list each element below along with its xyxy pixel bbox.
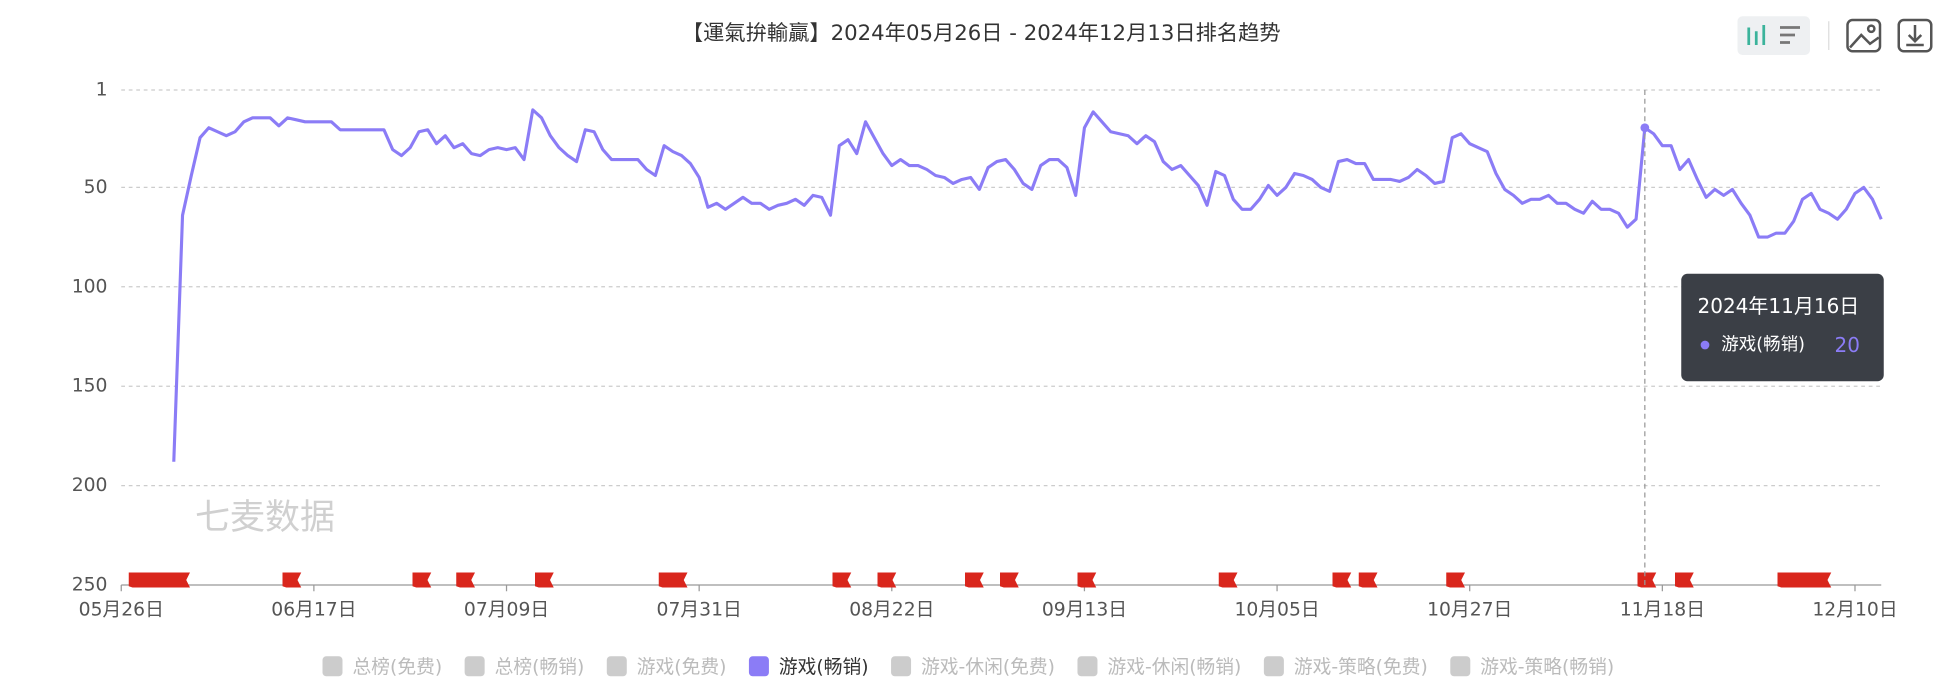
tooltip-value: 20 <box>1835 333 1860 357</box>
event-flag <box>171 572 190 588</box>
hover-point <box>1640 123 1650 133</box>
image-button[interactable] <box>1846 18 1882 53</box>
x-tick-label: 06月17日 <box>271 600 356 621</box>
legend-label: 总榜(免费) <box>353 656 443 678</box>
event-flag <box>1077 572 1097 588</box>
legend-item[interactable]: 游戏(畅销) <box>748 656 869 678</box>
x-tick-label: 09月13日 <box>1042 600 1127 621</box>
legend-item[interactable]: 总榜(免费) <box>322 656 443 678</box>
event-flag <box>1000 572 1019 588</box>
legend-item[interactable]: 游戏(免费) <box>606 656 727 678</box>
chart-title: 【運氣拚輸贏】2024年05月26日 - 2024年12月13日排名趋势 <box>682 21 1281 46</box>
event-flag <box>1637 572 1657 588</box>
legend-label: 游戏-休闲(畅销) <box>1107 656 1241 678</box>
event-flag <box>832 572 852 588</box>
y-tick-label: 1 <box>96 80 108 101</box>
event-flag <box>1332 572 1352 588</box>
list-button[interactable] <box>1780 26 1800 44</box>
y-tick-label: 100 <box>72 276 108 297</box>
legend-label: 游戏-休闲(免费) <box>921 656 1055 678</box>
event-flag <box>965 572 984 588</box>
tooltip-dot <box>1700 340 1710 350</box>
tooltip-series: 游戏(畅销) <box>1721 335 1805 355</box>
event-flag <box>1812 572 1832 588</box>
x-tick-label: 10月05日 <box>1234 600 1319 621</box>
legend-label: 游戏-策略(免费) <box>1294 656 1428 678</box>
event-flag <box>1675 572 1694 588</box>
x-tick-label: 08月22日 <box>849 600 934 621</box>
download-button[interactable] <box>1897 18 1933 53</box>
event-flag <box>282 572 302 588</box>
event-flag <box>1218 572 1238 588</box>
legend-item[interactable]: 游戏-休闲(畅销) <box>1077 656 1241 678</box>
y-tick-label: 200 <box>72 475 108 496</box>
legend-swatch <box>891 656 912 677</box>
legend-swatch <box>606 656 627 677</box>
x-tick-label: 05月26日 <box>79 600 164 621</box>
watermark: 七麦数据 <box>195 498 335 538</box>
legend-label: 游戏(畅销) <box>779 656 869 678</box>
toolbar <box>1737 16 1933 55</box>
x-tick-label: 10月27日 <box>1427 600 1512 621</box>
legend-item[interactable]: 游戏-休闲(免费) <box>891 656 1055 678</box>
y-tick-label: 150 <box>72 376 108 397</box>
event-flag <box>456 572 475 588</box>
event-flag <box>412 572 432 588</box>
legend-swatch <box>748 656 769 677</box>
event-flag <box>1358 572 1378 588</box>
legend-swatch <box>1450 656 1471 677</box>
legend-label: 总榜(畅销) <box>495 656 585 678</box>
legend-swatch <box>464 656 485 677</box>
y-tick-label: 50 <box>84 177 108 198</box>
legend-swatch <box>1077 656 1098 677</box>
tooltip <box>1681 273 1884 382</box>
chart-type-button[interactable] <box>1747 25 1766 45</box>
event-flag <box>877 572 897 588</box>
y-tick-label: 250 <box>72 575 108 596</box>
toolbar-group <box>1737 16 1810 55</box>
x-tick-label: 12月10日 <box>1812 600 1897 621</box>
legend-item[interactable]: 游戏-策略(畅销) <box>1450 656 1614 678</box>
series-line <box>172 108 1883 462</box>
legend-swatch <box>1263 656 1284 677</box>
event-flag <box>668 572 688 588</box>
legend-item[interactable]: 总榜(畅销) <box>464 656 585 678</box>
tooltip-date: 2024年11月16日 <box>1698 294 1860 318</box>
event-flag <box>1446 572 1465 588</box>
x-tick-label: 11月18日 <box>1620 600 1705 621</box>
x-tick-label: 07月09日 <box>464 600 549 621</box>
legend-label: 游戏(免费) <box>637 656 727 678</box>
legend-swatch <box>322 656 343 677</box>
legend-label: 游戏-策略(畅销) <box>1480 656 1614 678</box>
event-flag <box>535 572 554 588</box>
x-tick-label: 07月31日 <box>657 600 742 621</box>
legend-item[interactable]: 游戏-策略(免费) <box>1263 656 1428 678</box>
